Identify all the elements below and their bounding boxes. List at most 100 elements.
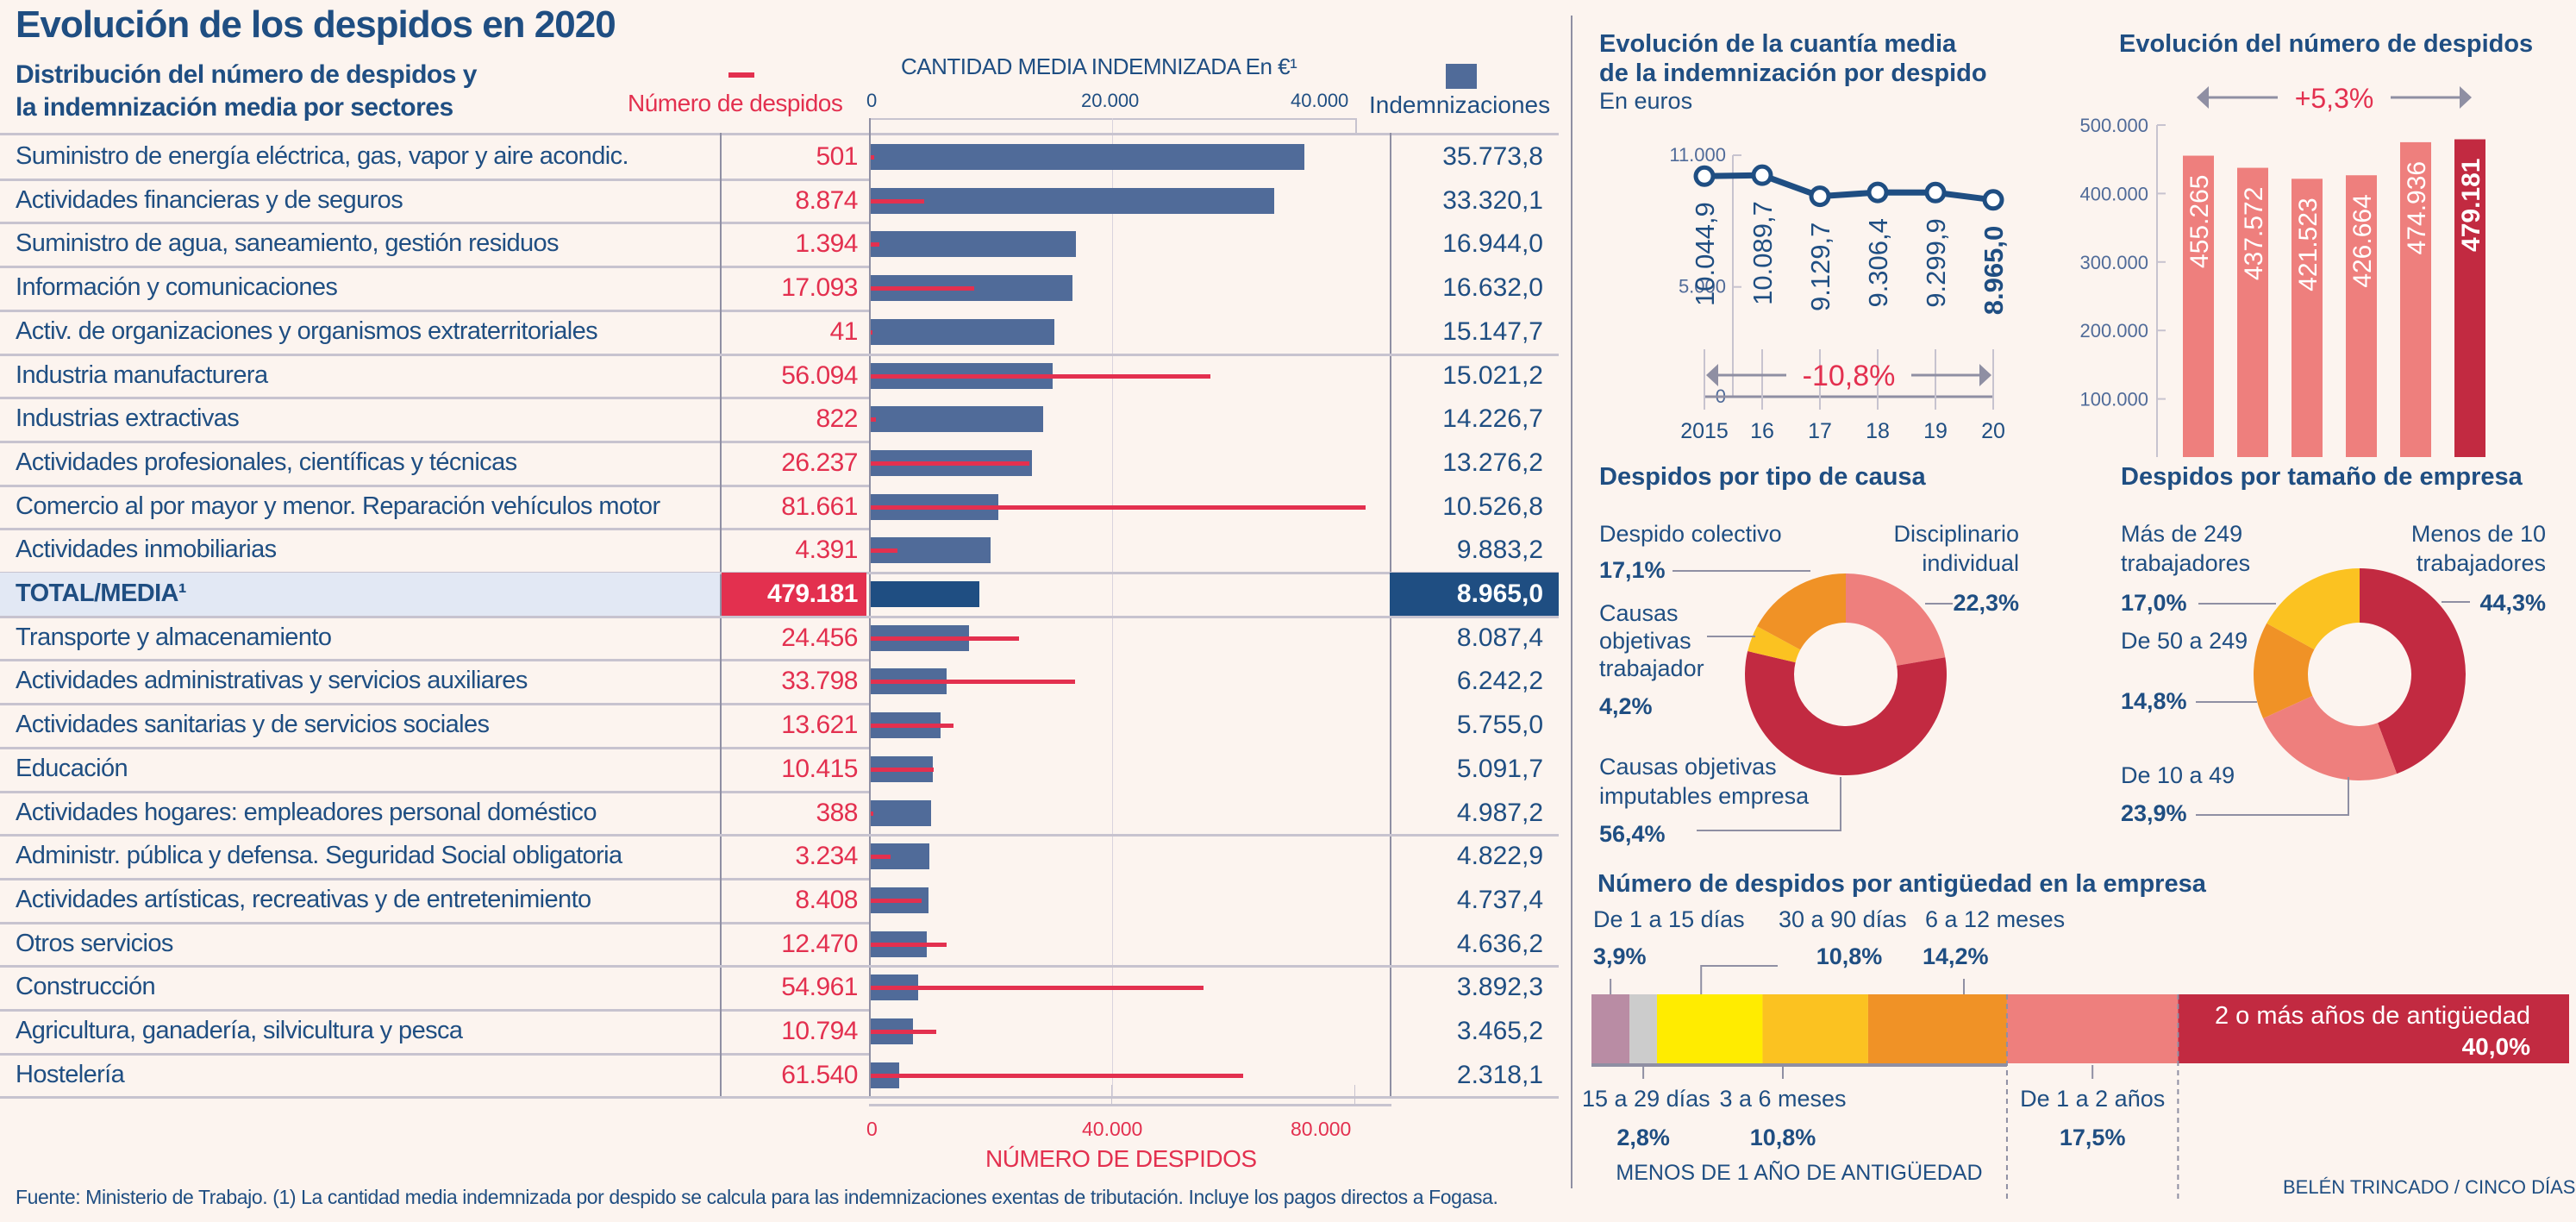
row-separator — [722, 309, 869, 312]
year-bar — [2183, 155, 2214, 457]
despidos-value: 10.415 — [781, 754, 858, 783]
antiguedad-stacked-bar: De 1 a 15 días 3,9% 30 a 90 días 10,8% 6 a 1… — [1582, 906, 2569, 1199]
row-separator — [0, 921, 720, 924]
subtitle-line-1: Distribución del número de despidos y — [16, 60, 477, 89]
pct-50-249: 14,8% — [2121, 688, 2187, 714]
donut-slice — [2263, 695, 2398, 780]
despidos-value: 10.794 — [781, 1017, 858, 1045]
y-tick-label: 5.000 — [1679, 276, 1726, 298]
despidos-value: 41 — [829, 316, 859, 346]
row-separator — [0, 1052, 720, 1056]
row-separator — [0, 746, 720, 749]
seg-pct-30-90: 10,8% — [1816, 943, 1883, 969]
indemnizacion-value: 9.883,2 — [1456, 536, 1543, 565]
table-row: Industria manufacturera 56.094 15.021,2 — [0, 354, 1559, 398]
table-row: Actividades hogares: empleadores persona… — [0, 792, 1559, 836]
row-separator — [722, 1052, 869, 1056]
sector-name: Actividades artísticas, recreativas y de… — [16, 885, 591, 913]
line-chart-title: Evolución de la cuantía media de la inde… — [1599, 29, 1987, 88]
antiguedad-segment — [1656, 994, 1763, 1063]
despidos-line — [871, 986, 1204, 991]
sector-name: Información y comunicaciones — [16, 273, 338, 302]
despidos-line — [871, 680, 1076, 685]
top-axis-tick: 40.000 — [1291, 90, 1349, 111]
despidos-value: 54.961 — [781, 973, 858, 1002]
line-chart-title-line-1: Evolución de la cuantía media — [1599, 30, 1957, 58]
indemnizacion-bar — [871, 318, 1054, 345]
table-row: Agricultura, ganadería, silvicultura y p… — [0, 1010, 1559, 1054]
indemnizacion-value: 15.147,7 — [1442, 316, 1543, 346]
antiguedad-segment — [2006, 994, 2179, 1063]
line-chart: 05.00011.00020151617181920-10,8%10.044,9… — [1669, 144, 2009, 443]
sector-name: Agricultura, ganadería, silvicultura y p… — [16, 1017, 463, 1044]
indemnizacion-value: 14.226,7 — [1442, 404, 1543, 434]
sector-name: Suministro de agua, saneamiento, gestión… — [16, 229, 560, 258]
sector-name: Actividades administrativas y servicios … — [16, 667, 528, 695]
despidos-line — [871, 417, 876, 423]
leader-line — [1697, 777, 1841, 831]
row-separator — [722, 790, 869, 793]
label-causas-trabajador-line3: trabajador — [1599, 655, 1704, 681]
legend-indemnizaciones-swatch — [1446, 64, 1477, 89]
indemnizacion-bar — [871, 799, 932, 826]
data-label: 9.306,4 — [1863, 218, 1893, 307]
total-indemnizacion-bg — [1390, 573, 1559, 617]
label-causas-empresa-line2: imputables empresa — [1599, 783, 1810, 809]
row-separator — [722, 659, 869, 662]
row-separator — [0, 965, 1559, 968]
source-note: Fuente: Ministerio de Trabajo. (1) La ca… — [16, 1186, 1498, 1208]
table-row: Activ. de organizaciones y organismos ex… — [0, 310, 1559, 354]
row-separator — [722, 528, 869, 531]
indemnizacion-value: 4.737,4 — [1456, 885, 1543, 914]
despidos-line — [871, 724, 953, 729]
sector-name: Industrias extractivas — [16, 404, 240, 433]
x-tick-label: 20 — [1981, 419, 2005, 443]
table-row: Actividades financieras y de seguros 8.87… — [0, 179, 1559, 223]
indemnizacion-value: 16.944,0 — [1442, 229, 1543, 259]
table-row: Actividades artísticas, recreativas y de… — [0, 879, 1559, 923]
sector-name: Industria manufacturera — [16, 360, 268, 389]
seg-pct-3-6: 10,8% — [1750, 1125, 1816, 1150]
row-separator — [722, 1009, 869, 1012]
row-separator — [0, 615, 1559, 618]
row-separator — [722, 440, 869, 443]
despidos-line — [871, 898, 922, 903]
table-row: Hostelería 61.540 2.318,1 — [0, 1054, 1559, 1098]
sector-chart-subtitle: Distribución del número de despidos y la… — [16, 59, 477, 124]
label-mas-249-line2: trabajadores — [2121, 550, 2250, 576]
despidos-line — [871, 461, 1030, 466]
pct-disciplinario: 22,3% — [1953, 590, 2019, 616]
pct-menos-10: 44,3% — [2479, 590, 2546, 616]
table-row: Educación 10.415 5.091,7 — [0, 748, 1559, 792]
row-separator — [0, 790, 720, 793]
line-chart-subtitle: En euros — [1599, 88, 1693, 114]
donut-slice — [1745, 651, 1947, 775]
donut-slice — [1757, 573, 1846, 650]
line-chart-title-line-2: de la indemnización por despido — [1599, 60, 1987, 87]
label-50-249: De 50 a 249 — [2121, 628, 2248, 654]
label-menos-10-line2: trabajadores — [2417, 550, 2546, 576]
sector-name: Comercio al por mayor y menor. Reparació… — [16, 492, 660, 520]
pct-despido-colectivo: 17,1% — [1599, 557, 1666, 583]
panel-divider — [1571, 16, 1572, 1188]
sector-name: Actividades profesionales, científicas y… — [16, 448, 517, 476]
indemnizacion-bar — [871, 581, 979, 607]
y-tick-label: 11.000 — [1669, 144, 1726, 166]
credit: BELÉN TRINCADO / CINCO DÍAS — [2283, 1176, 2576, 1198]
despidos-line — [871, 548, 897, 554]
group-label: MENOS DE 1 AÑO DE ANTIGÜEDAD — [1616, 1160, 1982, 1185]
data-label: 10.044,9 — [1690, 202, 1720, 306]
sector-name: Actividades sanitarias y de servicios so… — [16, 711, 490, 739]
despidos-line — [871, 329, 872, 335]
label-despido-colectivo: Despido colectivo — [1599, 521, 1782, 547]
indemnizacion-bar — [871, 187, 1275, 214]
bar-value-label: 437.572 — [2240, 187, 2268, 280]
row-separator — [722, 877, 869, 880]
label-10-49: De 10 a 49 — [2121, 762, 2235, 788]
indemnizacion-value: 2.318,1 — [1456, 1060, 1543, 1089]
row-separator — [0, 1009, 720, 1012]
indemnizacion-value: 5.755,0 — [1456, 711, 1543, 740]
donut-slice — [2254, 623, 2315, 718]
leader-line — [2196, 777, 2349, 816]
table-row: Información y comunicaciones 17.093 16.632… — [0, 266, 1559, 310]
